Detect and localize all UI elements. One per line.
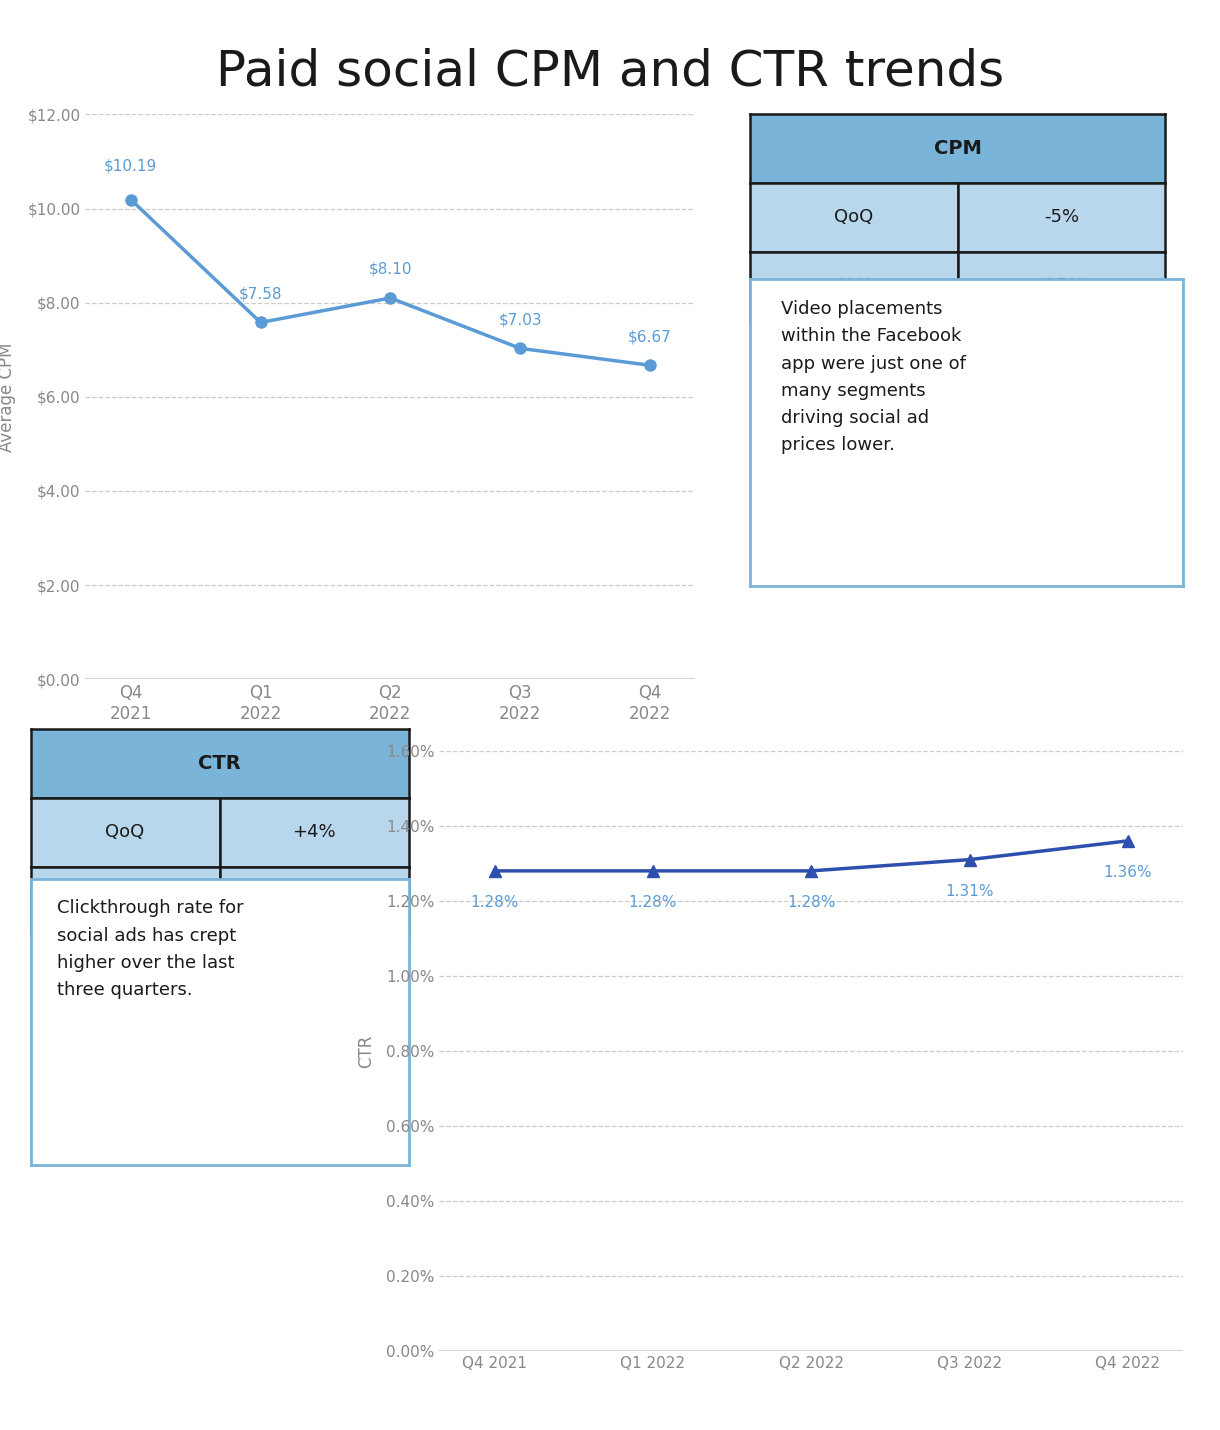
Text: 1.36%: 1.36% <box>1104 865 1153 881</box>
Text: +4%: +4% <box>293 824 336 841</box>
Text: CTR: CTR <box>198 754 242 774</box>
Text: CPM: CPM <box>933 139 982 159</box>
Y-axis label: CTR: CTR <box>356 1034 375 1068</box>
Text: $7.03: $7.03 <box>499 312 542 327</box>
Y-axis label: Average CPM: Average CPM <box>0 342 16 452</box>
Text: +6%: +6% <box>293 892 336 909</box>
Text: QoQ: QoQ <box>834 209 874 226</box>
Text: 1.28%: 1.28% <box>471 895 518 911</box>
Text: Video placements
within the Facebook
app were just one of
many segments
driving : Video placements within the Facebook app… <box>781 300 965 453</box>
Text: Clickthrough rate for
social ads has crept
higher over the last
three quarters.: Clickthrough rate for social ads has cre… <box>57 899 244 998</box>
Text: 1.28%: 1.28% <box>628 895 677 911</box>
Text: $10.19: $10.19 <box>104 159 157 173</box>
Text: 1.31%: 1.31% <box>946 884 994 899</box>
Text: QoQ: QoQ <box>105 824 145 841</box>
Text: $7.58: $7.58 <box>239 286 282 302</box>
Text: -5%: -5% <box>1044 209 1078 226</box>
Text: 1.28%: 1.28% <box>787 895 836 911</box>
Text: -35%: -35% <box>1038 277 1085 295</box>
Text: $6.67: $6.67 <box>628 329 672 345</box>
Text: YoY: YoY <box>110 892 140 909</box>
Text: YoY: YoY <box>838 277 870 295</box>
Text: Paid social CPM and CTR trends: Paid social CPM and CTR trends <box>216 47 1004 96</box>
Text: $8.10: $8.10 <box>368 262 412 277</box>
